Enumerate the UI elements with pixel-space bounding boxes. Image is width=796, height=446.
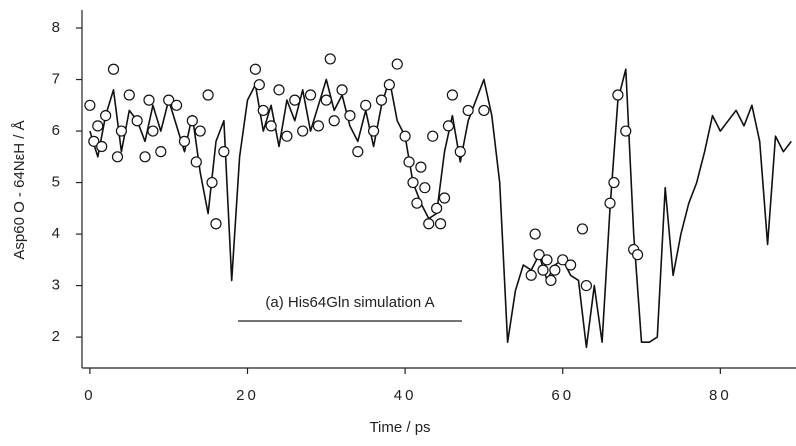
data-marker [170,99,183,111]
y-tick-label: 7 [52,71,60,88]
data-marker [525,269,537,281]
data-marker [257,104,269,117]
data-marker [631,249,644,261]
data-marker [529,228,541,240]
x-tick-label: 0 [84,387,95,404]
data-marker [107,63,120,75]
data-marker [289,94,301,106]
data-marker [147,125,159,137]
data-marker [324,53,336,65]
data-marker [541,254,553,266]
data-marker [123,89,135,101]
data-marker [423,218,435,230]
data-marker [446,89,458,101]
data-marker [100,109,112,122]
data-marker [576,223,589,235]
data-marker [312,120,325,132]
data-marker [427,130,439,142]
data-marker [202,89,214,101]
data-marker [612,89,624,101]
data-marker [442,120,455,132]
data-marker [328,115,340,127]
data-marker [434,218,447,230]
data-marker [411,197,423,209]
data-marker [115,125,128,137]
x-tick-label: 40 [394,387,417,404]
data-marker [210,218,222,230]
data-marker [533,249,545,261]
data-marker [608,176,620,189]
y-tick-label: 2 [52,328,60,345]
data-marker [111,151,124,163]
data-marker [367,125,380,137]
data-marker [383,79,395,91]
data-marker [143,94,155,106]
data-marker [344,109,356,122]
data-marker [320,94,332,106]
data-marker [549,264,561,276]
data-marker [96,140,108,153]
data-marker [375,94,388,106]
data-marker [206,176,218,189]
data-marker [352,146,364,158]
data-marker [131,115,143,127]
data-marker [178,135,191,147]
data-marker [84,99,96,111]
x-tick-label: 20 [236,387,259,404]
data-marker [415,161,427,173]
data-marker [265,120,277,132]
data-marker [431,202,443,214]
data-marker [403,156,415,168]
data-marker [620,125,632,137]
data-marker [454,146,466,158]
data-marker [438,192,451,204]
y-tick-label: 5 [52,174,60,191]
data-marker [273,84,285,96]
data-marker [297,125,309,137]
data-marker [88,135,100,147]
annotation: (a) His64Gln simulation A [265,294,434,311]
data-marker [604,197,616,209]
data-marker [545,274,557,287]
y-axis-label: Asp60 O - 64NεH / Å [11,120,28,259]
x-tick-label: 60 [551,387,574,404]
data-marker [190,156,202,168]
data-marker [478,104,490,117]
data-marker [391,58,403,70]
data-marker [419,182,431,194]
data-marker [537,264,549,276]
x-tick-label: 80 [709,387,732,404]
data-marker [565,259,577,271]
data-marker [139,151,151,163]
data-marker [360,99,372,111]
data-line [89,68,792,349]
y-tick-label: 8 [52,19,60,36]
data-marker [580,279,592,292]
data-marker [399,130,411,142]
data-marker [186,115,198,127]
x-axis-label: Time / ps [369,419,430,436]
data-marker [304,89,317,101]
data-marker [462,104,474,117]
data-marker [249,63,261,75]
data-marker [163,94,175,106]
data-marker [253,79,265,91]
data-marker [407,176,419,189]
data-marker [155,146,167,158]
data-marker [281,130,293,142]
y-tick-label: 3 [52,277,60,294]
data-marker [194,125,206,137]
data-marker [557,254,569,266]
y-tick-label: 6 [52,122,60,139]
data-marker [336,84,348,96]
data-marker [92,120,104,132]
y-tick-label: 4 [52,225,60,242]
data-marker [218,146,230,158]
